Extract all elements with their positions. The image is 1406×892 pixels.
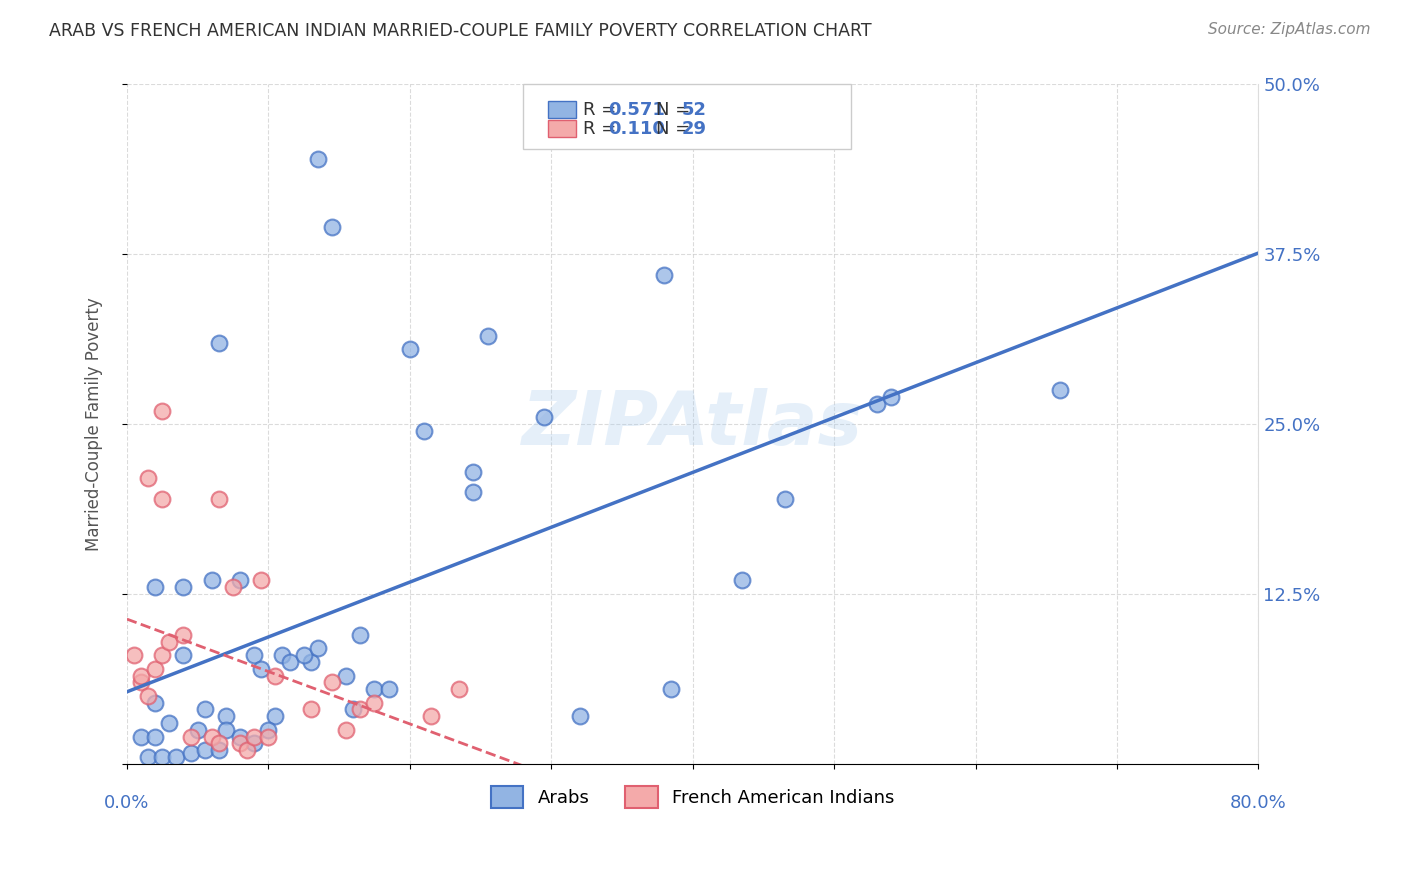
- Point: [215, 723, 238, 737]
- Point: [194, 743, 217, 757]
- Point: [129, 668, 152, 682]
- Point: [292, 648, 315, 662]
- Point: [449, 682, 471, 697]
- Point: [143, 696, 166, 710]
- Point: [150, 491, 173, 506]
- Text: 0.0%: 0.0%: [104, 795, 149, 813]
- Point: [136, 689, 159, 703]
- Point: [264, 709, 287, 723]
- Legend: Arabs, French American Indians: Arabs, French American Indians: [477, 772, 910, 822]
- Point: [250, 574, 273, 588]
- Point: [278, 655, 301, 669]
- Point: [150, 403, 173, 417]
- Point: [568, 709, 591, 723]
- Point: [257, 730, 280, 744]
- Point: [180, 746, 202, 760]
- Point: [201, 730, 224, 744]
- Point: [307, 152, 329, 166]
- FancyBboxPatch shape: [548, 120, 576, 137]
- Point: [533, 410, 555, 425]
- Point: [236, 743, 259, 757]
- Point: [136, 471, 159, 485]
- FancyBboxPatch shape: [523, 85, 851, 149]
- Point: [229, 574, 252, 588]
- Point: [349, 702, 371, 716]
- Text: R =: R =: [583, 120, 621, 137]
- Point: [208, 743, 231, 757]
- Point: [349, 628, 371, 642]
- Point: [773, 491, 796, 506]
- Point: [420, 709, 443, 723]
- Point: [398, 343, 420, 357]
- Point: [307, 641, 329, 656]
- Text: ZIPAtlas: ZIPAtlas: [522, 388, 863, 460]
- Point: [129, 675, 152, 690]
- Point: [1049, 383, 1071, 397]
- Point: [194, 702, 217, 716]
- Text: N =: N =: [657, 120, 696, 137]
- Text: 0.571: 0.571: [607, 101, 665, 119]
- Point: [299, 655, 322, 669]
- Point: [187, 723, 209, 737]
- Point: [363, 696, 385, 710]
- Point: [477, 328, 499, 343]
- Text: 80.0%: 80.0%: [1230, 795, 1286, 813]
- Point: [335, 723, 357, 737]
- Point: [271, 648, 294, 662]
- Point: [299, 702, 322, 716]
- Point: [865, 397, 887, 411]
- Point: [208, 736, 231, 750]
- Point: [215, 709, 238, 723]
- Point: [264, 668, 287, 682]
- Point: [173, 648, 195, 662]
- Point: [321, 220, 343, 235]
- Point: [129, 730, 152, 744]
- Point: [243, 648, 266, 662]
- Point: [342, 702, 364, 716]
- Point: [654, 268, 676, 282]
- Point: [208, 335, 231, 350]
- Point: [321, 675, 343, 690]
- Point: [222, 580, 245, 594]
- Point: [335, 668, 357, 682]
- Point: [180, 730, 202, 744]
- Point: [243, 736, 266, 750]
- Point: [143, 730, 166, 744]
- Point: [463, 465, 485, 479]
- Point: [150, 750, 173, 764]
- Text: N =: N =: [657, 101, 696, 119]
- Point: [257, 723, 280, 737]
- Point: [661, 682, 683, 697]
- Point: [208, 491, 231, 506]
- Point: [229, 736, 252, 750]
- Point: [165, 750, 187, 764]
- Point: [201, 574, 224, 588]
- Point: [157, 716, 180, 731]
- Point: [229, 730, 252, 744]
- Point: [880, 390, 903, 404]
- Text: 0.110: 0.110: [607, 120, 665, 137]
- Point: [731, 574, 754, 588]
- Text: ARAB VS FRENCH AMERICAN INDIAN MARRIED-COUPLE FAMILY POVERTY CORRELATION CHART: ARAB VS FRENCH AMERICAN INDIAN MARRIED-C…: [49, 22, 872, 40]
- Point: [363, 682, 385, 697]
- FancyBboxPatch shape: [548, 102, 576, 119]
- Point: [250, 662, 273, 676]
- Text: Source: ZipAtlas.com: Source: ZipAtlas.com: [1208, 22, 1371, 37]
- Point: [377, 682, 399, 697]
- Point: [173, 628, 195, 642]
- Point: [463, 485, 485, 500]
- Text: 52: 52: [682, 101, 706, 119]
- Point: [150, 648, 173, 662]
- Point: [136, 750, 159, 764]
- Text: 29: 29: [682, 120, 706, 137]
- Point: [157, 634, 180, 648]
- Point: [413, 424, 436, 438]
- Text: R =: R =: [583, 101, 621, 119]
- Point: [143, 580, 166, 594]
- Point: [243, 730, 266, 744]
- Point: [122, 648, 145, 662]
- Y-axis label: Married-Couple Family Poverty: Married-Couple Family Poverty: [86, 297, 103, 551]
- Point: [143, 662, 166, 676]
- Point: [173, 580, 195, 594]
